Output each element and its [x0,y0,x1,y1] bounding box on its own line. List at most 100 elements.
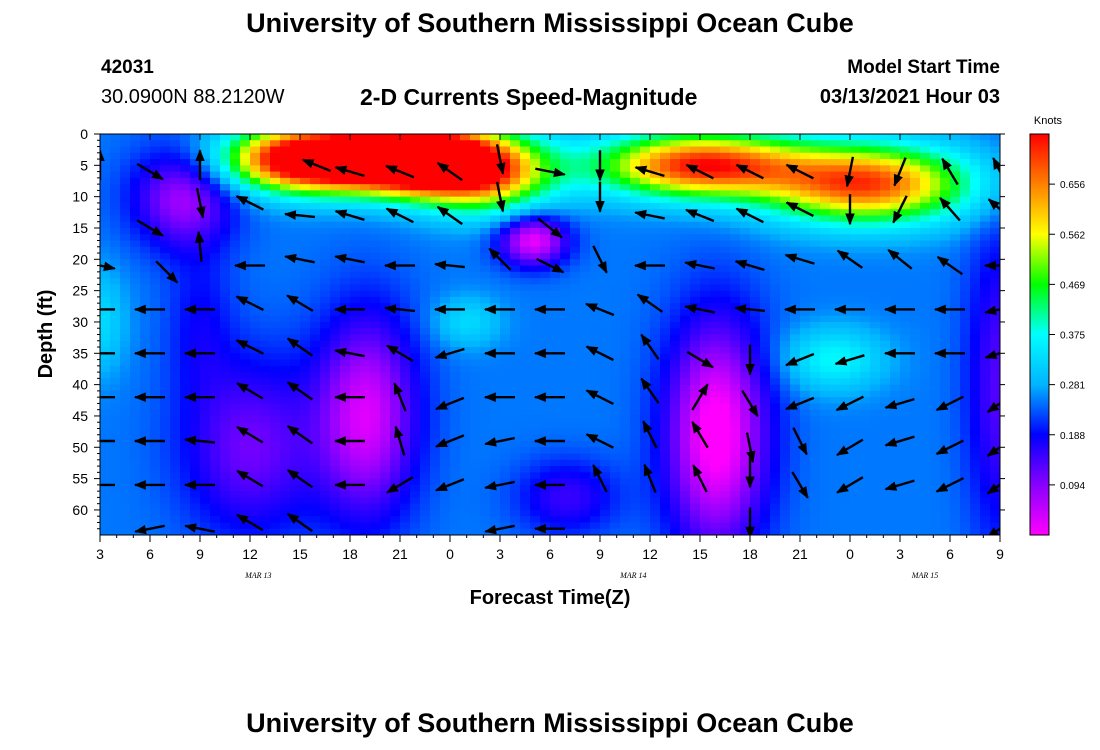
heatmap-cell [820,453,831,461]
heatmap-cell [410,271,421,279]
heatmap-cell [490,372,501,379]
heatmap-cell [120,265,131,273]
heatmap-cell [830,390,841,398]
heatmap-cell [500,309,511,317]
heatmap-cell [520,328,531,336]
heatmap-cell [580,190,591,198]
heatmap-cell [670,215,681,223]
heatmap-cell [810,152,821,160]
heatmap-cell [240,190,251,198]
heatmap-cell [120,240,131,248]
heatmap-cell [270,215,281,223]
heatmap-cell [130,340,141,348]
heatmap-cell [550,415,561,423]
heatmap-cell [390,190,401,198]
heatmap-cell [240,221,251,229]
heatmap-cell [560,215,571,223]
heatmap-cell [430,378,441,386]
heatmap-cell [260,315,271,323]
heatmap-cell [840,453,851,461]
heatmap-cell [560,246,571,254]
heatmap-cell [320,278,331,285]
heatmap-cell [640,221,651,229]
heatmap-cell [630,303,641,311]
heatmap-cell [940,134,951,141]
heatmap-cell [850,303,861,311]
heatmap-cell [790,434,801,442]
heatmap-cell [450,290,461,298]
heatmap-cell [210,284,221,292]
heatmap-cell [220,171,231,179]
heatmap-cell [850,340,861,348]
heatmap-cell [180,466,191,473]
heatmap-cell [300,234,311,242]
heatmap-cell [230,196,241,204]
heatmap-cell [930,184,941,191]
heatmap-cell [120,403,131,411]
heatmap-cell [220,215,231,223]
heatmap-cell [260,347,271,354]
heatmap-cell [660,253,671,260]
heatmap-cell [320,271,331,279]
heatmap-cell [180,190,191,198]
heatmap-cell [350,390,361,398]
heatmap-cell [130,278,141,285]
heatmap-cell [270,334,281,342]
heatmap-cell [640,347,651,354]
heatmap-cell [370,365,381,373]
heatmap-cell [740,422,751,430]
heatmap-cell [690,315,701,323]
heatmap-cell [430,215,441,223]
heatmap-cell [560,428,571,436]
heatmap-cell [490,403,501,411]
heatmap-cell [720,466,731,473]
heatmap-cell [300,415,311,423]
heatmap-cell [670,171,681,179]
heatmap-cell [700,296,711,304]
heatmap-cell [400,165,411,173]
heatmap-cell [440,415,451,423]
heatmap-cell [230,409,241,417]
heatmap-cell [160,253,171,260]
heatmap-cell [970,265,981,273]
heatmap-cell [290,190,301,198]
heatmap-cell [670,290,681,298]
heatmap-cell [670,146,681,154]
heatmap-cell [900,384,911,392]
heatmap-cell [530,190,541,198]
heatmap-cell [350,209,361,217]
heatmap-cell [970,409,981,417]
heatmap-cell [200,328,211,336]
heatmap-cell [860,221,871,229]
heatmap-cell [330,340,341,348]
heatmap-cell [380,215,391,223]
heatmap-cell [100,202,111,210]
heatmap-cell [460,190,471,198]
heatmap-cell [380,315,391,323]
heatmap-cell [710,397,721,405]
heatmap-cell [280,453,291,461]
heatmap-cell [750,234,761,242]
heatmap-cell [320,321,331,329]
heatmap-cell [480,271,491,279]
heatmap-cell [860,165,871,173]
heatmap-cell [970,284,981,292]
heatmap-cell [120,152,131,160]
heatmap-cell [230,328,241,336]
heatmap-cell [820,390,831,398]
heatmap-cell [640,403,651,411]
heatmap-cell [250,353,261,361]
heatmap-cell [820,447,831,455]
heatmap-cell [320,415,331,423]
heatmap-cell [310,196,321,204]
heatmap-cell [900,365,911,373]
heatmap-cell [190,472,201,480]
heatmap-cell [740,359,751,367]
heatmap-cell [800,315,811,323]
heatmap-cell [890,315,901,323]
heatmap-cell [740,466,751,473]
heatmap-cell [820,403,831,411]
heatmap-cell [950,259,961,267]
heatmap-cell [950,246,961,254]
heatmap-cell [170,253,181,260]
